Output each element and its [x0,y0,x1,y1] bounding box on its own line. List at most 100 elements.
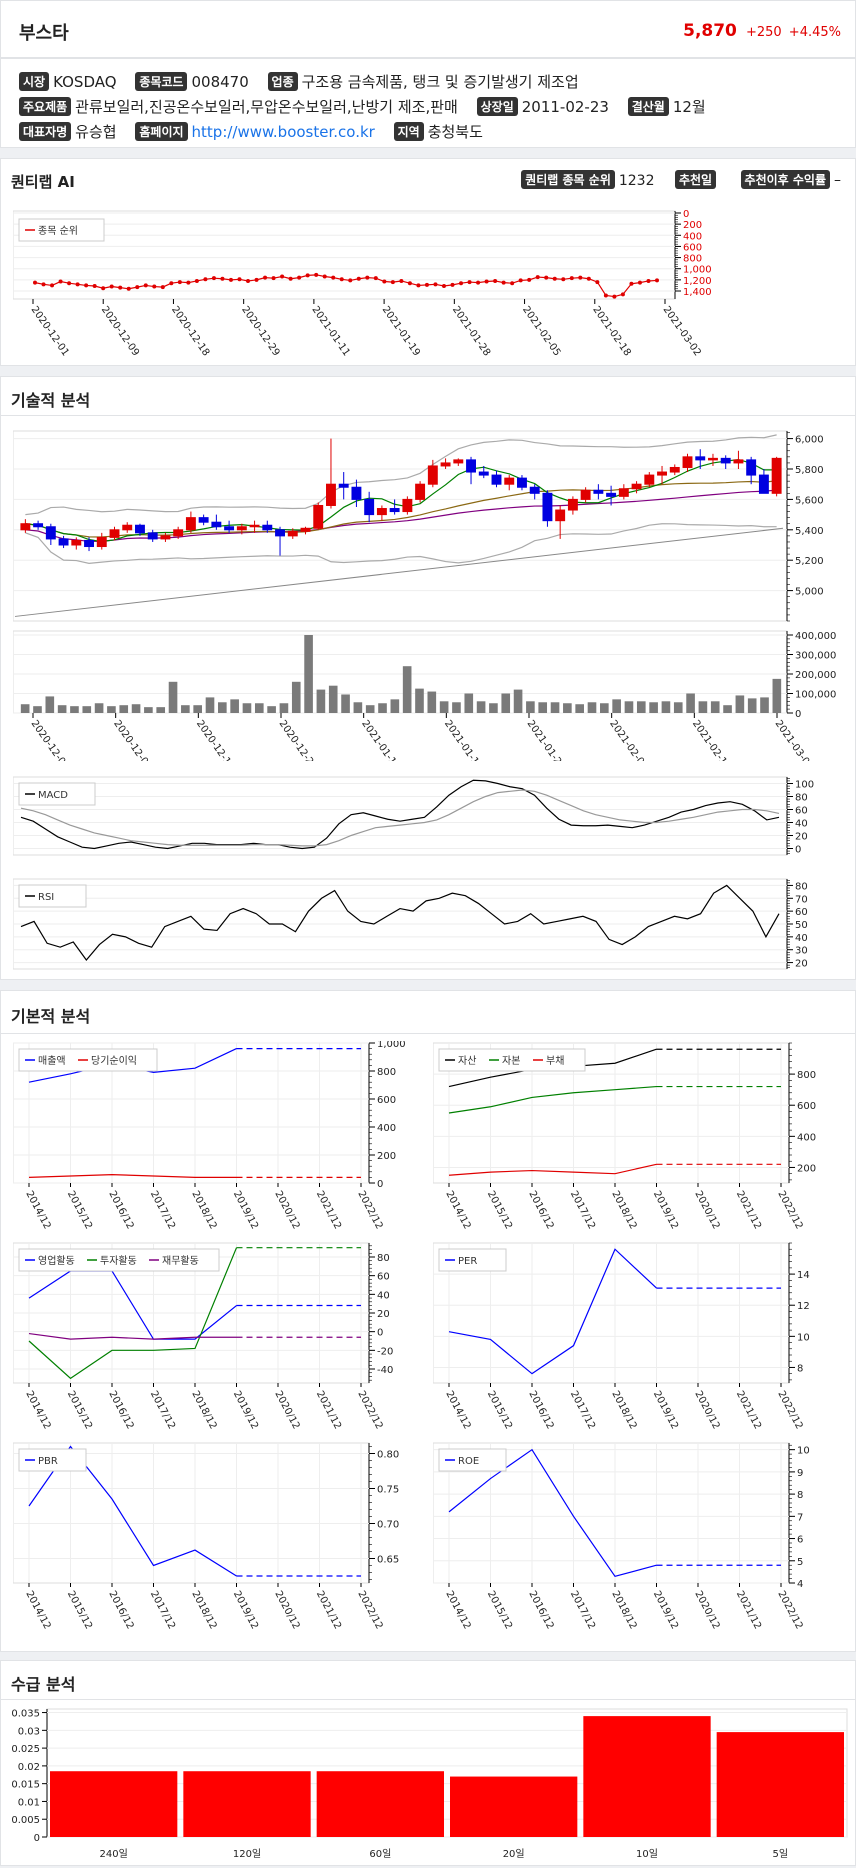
volume-bar [673,702,683,713]
y-tick-label: 1,000 [683,265,712,276]
volume-bar [242,703,252,713]
x-tick-label: 2020/12 [272,1389,301,1431]
rank-point [33,280,37,285]
x-tick-label: 2016/12 [106,1589,135,1631]
x-tick-label: 2015/12 [485,1589,514,1631]
volume-bar [341,694,350,713]
volume-bar [563,703,572,713]
rank-point [84,283,89,288]
x-tick-label: 2021/12 [314,1189,343,1231]
candle-body [20,523,31,531]
x-tick-label: 2021-01-11 [309,304,351,358]
bollinger-lower [25,523,777,564]
x-tick-label: 2019/12 [231,1589,260,1631]
y-tick-label: 800 [797,1070,816,1081]
volume-bar [230,699,239,713]
x-tick-label: 2018/12 [609,1589,638,1631]
candle-body [224,526,235,531]
volume-bar [94,703,104,713]
x-tick-label: 2014/12 [23,1189,52,1231]
x-tick-label: 2015/12 [65,1189,94,1231]
rank-point [58,279,63,284]
y-tick-label: 70 [795,894,808,905]
rec-date-tag: 추천일 [674,170,717,189]
y-tick-label: 6 [797,1535,803,1546]
x-tick-label: 2016/12 [526,1389,555,1431]
volume-bar [365,705,375,713]
candle-body [147,532,158,540]
y-tick-label: 40 [795,819,808,830]
x-tick-label: 2021-02-05 [520,304,562,358]
volume-bar [33,706,42,713]
volume-bar [735,695,745,713]
candle-body [415,483,426,500]
rank-point [297,275,302,280]
y-tick-label: 0.70 [377,1520,399,1531]
rank-point [441,283,446,288]
rank-point [476,280,481,285]
supply-bar [316,1771,444,1837]
ma120-line [14,527,784,617]
rank-tag: 퀀티랩 종목 순위 [521,170,615,189]
rank-point [527,277,532,282]
rank-plot-area [13,210,676,300]
candle-body [122,524,133,531]
rank-point [561,277,566,282]
candle-body [364,498,375,516]
candle-body [491,474,502,485]
y-tick-label: 60 [377,1272,390,1283]
bollinger-upper [25,434,777,516]
technical-title: 기술적 분석 [11,391,91,410]
y-tick-label: 800 [377,1067,396,1078]
legend-label: 당기순이익 [91,1055,137,1067]
rank-point [612,294,617,299]
info-value: 관류보일러,진공온수보일러,무압온수보일러,난방기 제조,판매 [75,98,458,116]
candle-body [58,538,69,546]
y-tick-label: 30 [795,946,808,957]
candle-body [733,459,744,464]
y-tick-label: 1,000 [377,1041,406,1050]
revenue-chart: 0 200 400 600 800 1,000 2014/12 2015/12 2016/12 2… [13,1041,406,1231]
cashflow-영업활동-line [28,1270,237,1340]
x-tick-label: 2014/12 [23,1389,52,1431]
rank-point [237,277,242,282]
rank-point [382,279,387,284]
y-tick-label: 100 [795,780,814,791]
candle-body [249,524,260,528]
volume-bar [279,703,289,713]
y-tick-label: 40 [795,933,808,944]
legend-label: ROE [458,1456,479,1467]
quantilab-title: 퀀티랩 AI [11,173,75,191]
x-tick-label: 2015/12 [65,1389,94,1431]
y-tick-label: 0.025 [11,1744,40,1755]
x-tick-label: 2018/12 [189,1189,218,1231]
info-tag: 지역 [393,122,424,141]
candle-body [135,524,145,534]
volume-bar [661,701,671,713]
volume-bar [747,698,757,713]
legend-label: PBR [38,1456,58,1467]
legend-box [438,1048,586,1072]
volume-bar [45,696,55,713]
volume-bar [267,706,276,713]
volume-bar [144,707,153,713]
legend-box [438,1448,507,1472]
y-tick-label: 5,600 [795,495,824,506]
y-tick-label: 5,800 [795,465,824,476]
volume-bar [600,703,609,713]
price-box: 5,870 +250 +4.45% [683,21,841,41]
volume-bar [402,666,412,713]
supply-bar [50,1771,178,1837]
rank-point [578,275,583,280]
supply-bar [716,1732,844,1837]
price-change-pct: +4.45% [788,25,841,40]
rank-point [263,275,268,280]
legend-label: 자본 [502,1055,520,1067]
volume-bar [489,703,498,713]
homepage-link[interactable]: http://www.booster.co.kr [191,123,375,141]
rank-point [535,275,540,280]
candle-body [109,529,120,538]
x-tick-label: 2017/12 [568,1389,597,1431]
candle-body [402,498,413,513]
volume-bar [710,701,720,713]
